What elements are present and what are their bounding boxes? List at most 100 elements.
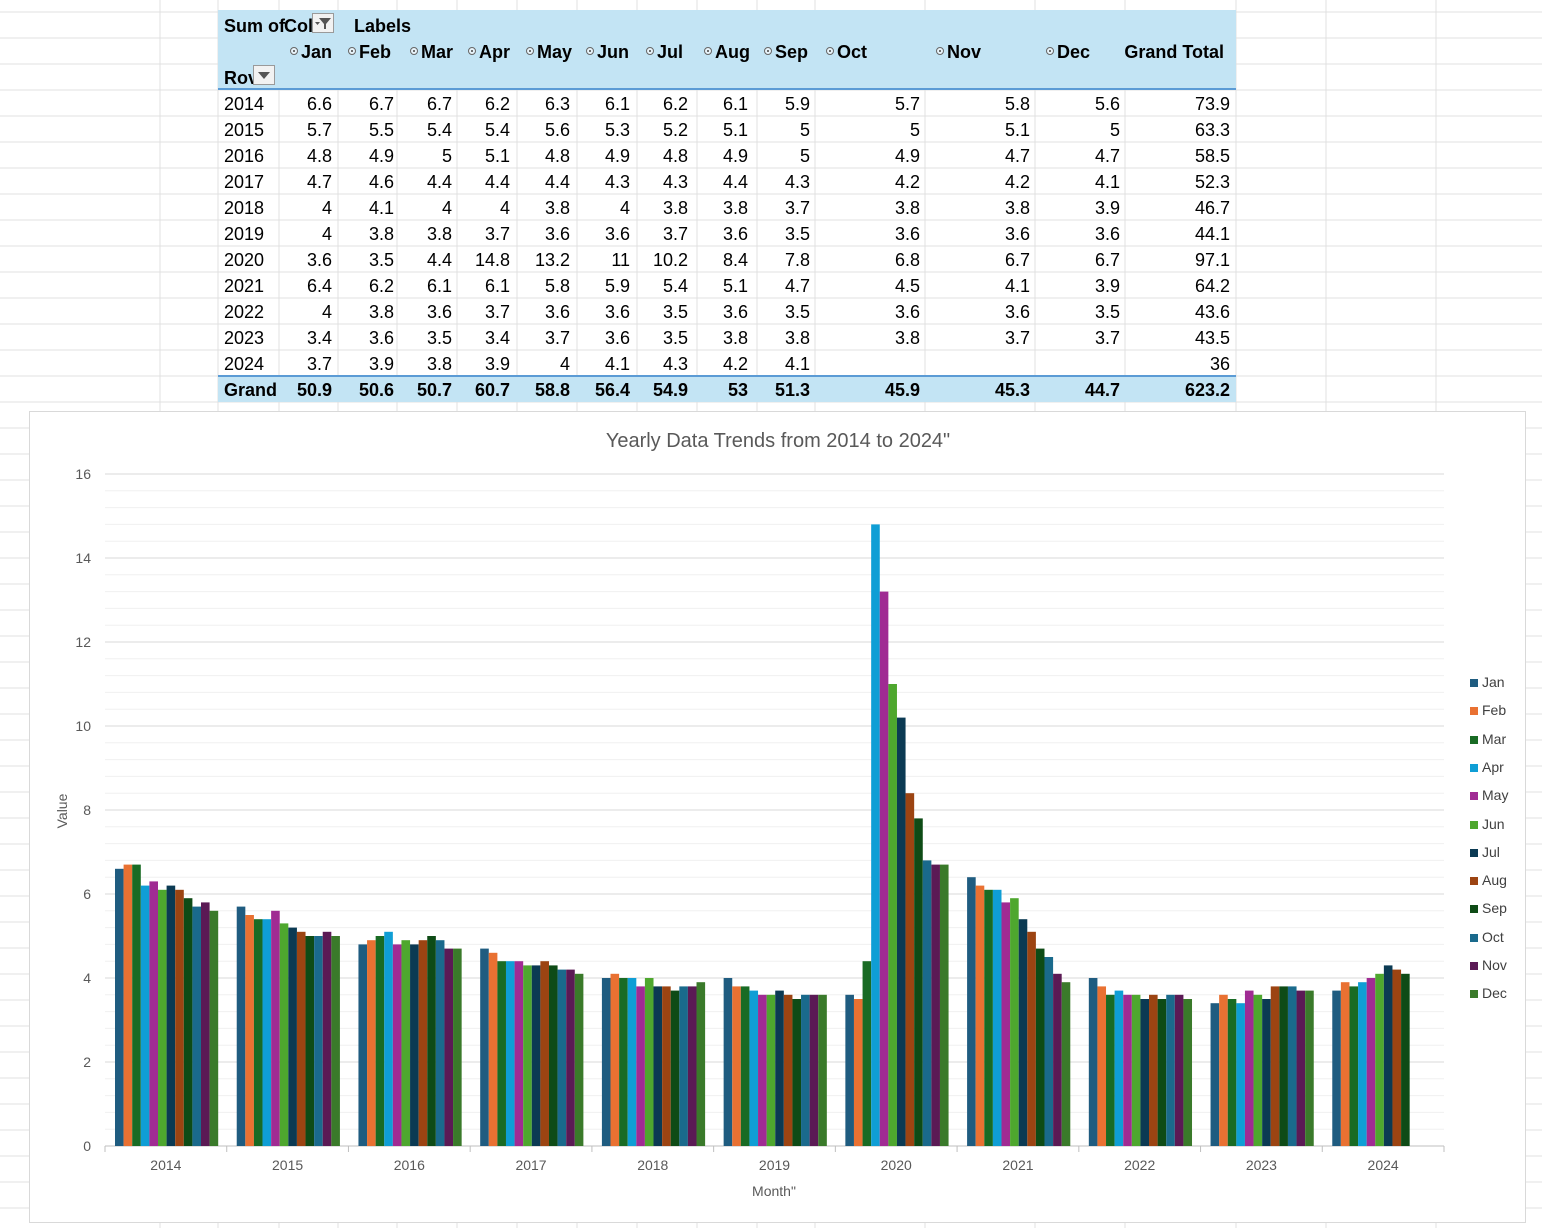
bar-sep-2016[interactable] [427,936,436,1146]
row-filter-button[interactable] [253,65,275,85]
bar-apr-2024[interactable] [1358,982,1367,1146]
bar-jan-2022[interactable] [1088,978,1098,1146]
table-cell[interactable]: 6.3 [544,94,570,114]
bar-mar-2020[interactable] [862,961,872,1146]
bar-nov-2020[interactable] [931,864,940,1146]
table-cell[interactable]: 3.6 [544,302,570,322]
bar-jun-2022[interactable] [1131,994,1141,1146]
bar-jan-2024[interactable] [1332,990,1341,1146]
table-cell[interactable]: 3.8 [722,328,748,348]
table-cell[interactable]: 4.4 [484,172,510,192]
expand-icon[interactable] [646,47,654,55]
table-cell[interactable]: 3.6 [722,224,748,244]
bar-aug-2019[interactable] [783,994,793,1146]
bar-jan-2019[interactable] [723,978,733,1146]
row-total-cell[interactable]: 73.9 [1194,94,1230,114]
table-cell[interactable]: 4.7 [1094,146,1120,166]
table-cell[interactable]: 4 [321,198,332,218]
bar-jan-2017[interactable] [480,948,489,1146]
bar-nov-2015[interactable] [322,931,332,1146]
month-header-jan[interactable]: Jan [301,42,333,62]
table-cell[interactable]: 6.7 [1004,250,1030,270]
row-total-cell[interactable]: 43.5 [1194,328,1230,348]
expand-icon[interactable] [586,47,594,55]
row-year-label[interactable]: 2016 [224,146,265,166]
month-header-apr[interactable]: Apr [479,42,510,62]
table-cell[interactable]: 3.8 [368,302,394,322]
bar-aug-2022[interactable] [1149,994,1158,1146]
bar-may-2022[interactable] [1123,994,1132,1146]
table-cell[interactable]: 4.4 [426,250,452,270]
bar-feb-2017[interactable] [488,952,498,1146]
table-cell[interactable]: 4 [321,302,332,322]
row-year-label[interactable]: 2021 [224,276,265,296]
month-header-nov[interactable]: Nov [947,42,982,62]
table-cell[interactable]: 5 [799,120,810,140]
bar-apr-2019[interactable] [749,990,759,1146]
table-cell[interactable]: 7.8 [784,250,810,270]
bar-oct-2019[interactable] [801,994,810,1146]
table-cell[interactable]: 3.6 [894,302,920,322]
month-header-dec[interactable]: Dec [1057,42,1091,62]
table-cell[interactable]: 3.7 [544,328,570,348]
legend-item-aug[interactable]: Aug [1470,872,1507,888]
table-cell[interactable]: 5.6 [544,120,570,140]
table-cell[interactable]: 4.8 [306,146,332,166]
bar-sep-2015[interactable] [305,936,315,1146]
row-total-cell[interactable]: 64.2 [1194,276,1230,296]
table-cell[interactable]: 4 [321,224,332,244]
table-cell[interactable]: 5.1 [484,146,510,166]
table-cell[interactable]: 3.5 [784,302,810,322]
legend-item-dec[interactable]: Dec [1470,985,1507,1001]
table-cell[interactable]: 3.8 [368,224,394,244]
bar-nov-2017[interactable] [566,969,575,1146]
bar-jan-2015[interactable] [236,906,246,1146]
bar-feb-2022[interactable] [1097,986,1107,1146]
table-cell[interactable]: 3.8 [784,328,810,348]
expand-icon[interactable] [1046,47,1054,55]
bar-mar-2024[interactable] [1349,986,1359,1146]
bar-feb-2014[interactable] [123,864,133,1146]
bar-jun-2020[interactable] [888,684,897,1146]
bar-dec-2022[interactable] [1183,999,1193,1146]
table-cell[interactable]: 3.6 [1004,302,1030,322]
table-cell[interactable]: 3.6 [426,302,452,322]
table-cell[interactable]: 6.1 [426,276,452,296]
bar-mar-2021[interactable] [984,889,993,1146]
bar-apr-2020[interactable] [871,524,880,1146]
table-cell[interactable]: 4.6 [368,172,394,192]
table-cell[interactable]: 4.1 [1094,172,1120,192]
legend-item-sep[interactable]: Sep [1470,900,1507,916]
bar-apr-2014[interactable] [140,885,150,1146]
table-cell[interactable]: 3.5 [1094,302,1120,322]
table-cell[interactable]: 6.4 [306,276,332,296]
grand-total-cell[interactable]: 45.3 [994,380,1030,400]
bar-nov-2019[interactable] [809,994,819,1146]
bar-feb-2024[interactable] [1340,982,1350,1146]
bar-dec-2016[interactable] [453,948,462,1146]
table-cell[interactable]: 3.8 [544,198,570,218]
table-cell[interactable]: 6.2 [662,94,688,114]
table-cell[interactable]: 5.1 [1004,120,1030,140]
table-cell[interactable]: 4.4 [544,172,570,192]
bar-apr-2018[interactable] [627,978,637,1146]
bar-feb-2019[interactable] [732,986,741,1146]
bar-jul-2019[interactable] [775,990,784,1146]
bar-mar-2022[interactable] [1106,994,1115,1146]
bar-dec-2018[interactable] [696,982,706,1146]
table-cell[interactable]: 3.9 [1094,198,1120,218]
bar-aug-2018[interactable] [662,986,671,1146]
table-cell[interactable]: 13.2 [534,250,570,270]
table-cell[interactable]: 6.1 [484,276,510,296]
bar-jun-2015[interactable] [279,923,289,1146]
month-header-aug[interactable]: Aug [715,42,750,62]
bar-jan-2021[interactable] [967,877,976,1146]
bar-may-2015[interactable] [271,910,280,1146]
month-header-feb[interactable]: Feb [359,42,392,62]
table-cell[interactable]: 4 [441,198,452,218]
bar-jul-2014[interactable] [166,885,176,1146]
table-cell[interactable]: 4.3 [784,172,810,192]
row-year-label[interactable]: 2014 [224,94,265,114]
month-header-sep[interactable]: Sep [775,42,809,62]
table-cell[interactable]: 3.8 [894,328,920,348]
